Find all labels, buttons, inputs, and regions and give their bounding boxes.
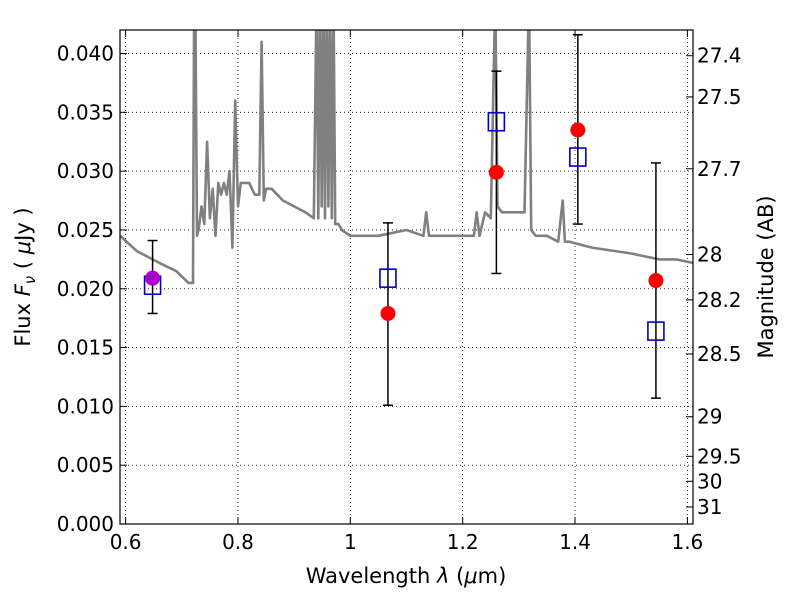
red-point bbox=[570, 122, 586, 138]
y-axis-label: Flux Fν ( μJy ) bbox=[11, 207, 39, 346]
blue-square-point bbox=[647, 321, 665, 341]
y2-tick-label: 27.7 bbox=[697, 157, 742, 181]
x-tick-label: 1.2 bbox=[447, 530, 479, 554]
blue-square-point bbox=[569, 147, 587, 167]
y-tick-label: 0.035 bbox=[57, 100, 114, 124]
axis-ticks: 0.6 0.8 1 1.2 1.4 1.6 0.000 0.005 0.010 0.015 0.02… bbox=[57, 30, 742, 554]
y2-tick-label: 27.4 bbox=[697, 44, 742, 68]
x-tick-label: 0.6 bbox=[110, 530, 142, 554]
y2-tick-label: 31 bbox=[697, 495, 722, 519]
x-tick-label: 1.4 bbox=[559, 530, 591, 554]
y-tick-label: 0.000 bbox=[57, 512, 114, 536]
plot-frame bbox=[119, 29, 694, 525]
red-point bbox=[648, 273, 664, 289]
y-tick-label: 0.030 bbox=[57, 159, 114, 183]
y2-tick-label: 27.5 bbox=[697, 85, 742, 109]
blue-square-point bbox=[487, 111, 506, 132]
y2-tick-label: 28.5 bbox=[697, 342, 742, 366]
red-point bbox=[380, 305, 396, 321]
x-tick-label: 0.8 bbox=[222, 530, 254, 554]
model-spectrum-line bbox=[120, 30, 693, 285]
y2-tick-label: 28 bbox=[697, 243, 722, 267]
y2-tick-label: 29.5 bbox=[697, 444, 742, 468]
red-point bbox=[488, 164, 504, 180]
y2-tick-label: 30 bbox=[697, 469, 722, 493]
y2-axis-label: Magnitude (AB) bbox=[754, 195, 778, 358]
x-tick-label: 1.6 bbox=[671, 530, 703, 554]
y2-tick-label: 28.2 bbox=[697, 288, 742, 312]
y-tick-label: 0.010 bbox=[57, 394, 114, 418]
blue-square-point bbox=[379, 268, 397, 288]
x-tick-label: 1 bbox=[344, 530, 357, 554]
plot-series bbox=[120, 30, 693, 406]
x-axis-label: Wavelength λ (μm) bbox=[306, 564, 507, 588]
y-tick-label: 0.015 bbox=[57, 336, 114, 360]
y-tick-label: 0.040 bbox=[57, 42, 114, 66]
purple-point bbox=[145, 270, 161, 286]
y-tick-label: 0.025 bbox=[57, 218, 114, 242]
y-tick-label: 0.005 bbox=[57, 453, 114, 477]
y-tick-label: 0.020 bbox=[57, 277, 114, 301]
y2-tick-label: 29 bbox=[697, 405, 722, 429]
